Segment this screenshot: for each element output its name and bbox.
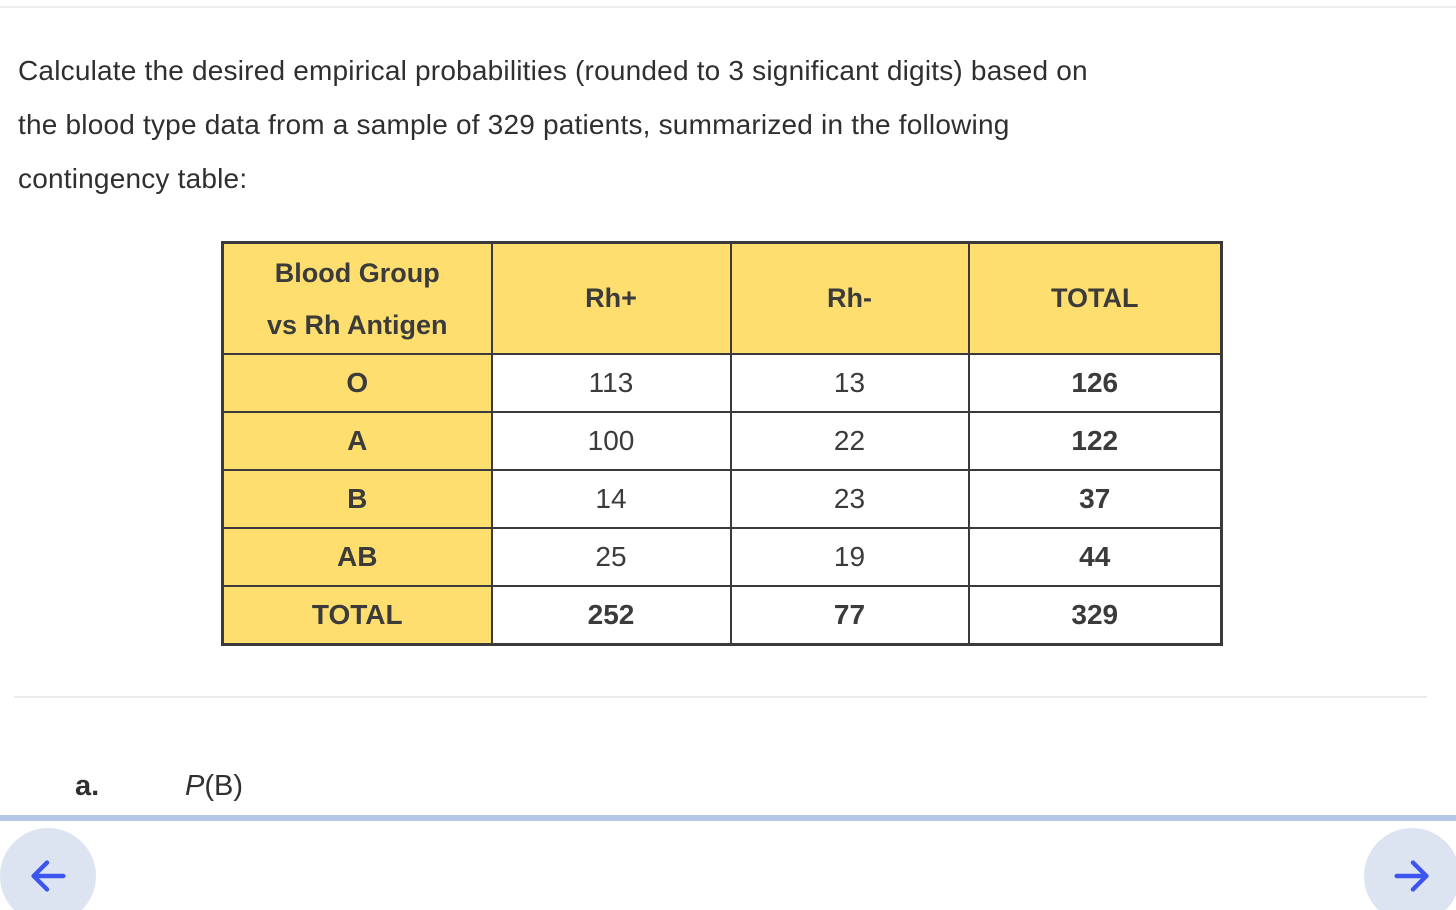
table-cell-total: 77 bbox=[729, 585, 970, 646]
table-cell-total: 126 bbox=[967, 353, 1223, 413]
table-cell: 13 bbox=[729, 353, 970, 413]
intro-line-2: the blood type data from a sample of 329… bbox=[18, 109, 1010, 140]
column-header-total: TOTAL bbox=[967, 241, 1223, 355]
table-cell-total: 252 bbox=[490, 585, 732, 646]
section-divider bbox=[14, 696, 1427, 698]
table-cell: 14 bbox=[490, 469, 732, 529]
question-expression: P(B) bbox=[185, 770, 243, 802]
arrow-left-icon bbox=[25, 853, 71, 899]
row-header: A bbox=[221, 411, 493, 471]
row-header: O bbox=[221, 353, 493, 413]
table-cell-total: 37 bbox=[967, 469, 1223, 529]
table-header-row: Blood Group vs Rh Antigen Rh+ Rh- TOTAL bbox=[221, 241, 1223, 355]
intro-line-3: contingency table: bbox=[18, 163, 248, 194]
contingency-table: Blood Group vs Rh Antigen Rh+ Rh- TOTAL … bbox=[221, 241, 1223, 646]
probability-argument: (B) bbox=[204, 770, 244, 802]
top-divider bbox=[0, 6, 1456, 8]
row-header: B bbox=[221, 469, 493, 529]
table-cell: 23 bbox=[729, 469, 970, 529]
column-header-rh-neg: Rh- bbox=[729, 241, 970, 355]
table-row-total: TOTAL 252 77 329 bbox=[221, 585, 1223, 646]
question-item-a: a. P(B) bbox=[75, 770, 243, 803]
table-row-b: B 14 23 37 bbox=[221, 469, 1223, 529]
row-header: AB bbox=[221, 527, 493, 587]
table-cell-total: 329 bbox=[967, 585, 1223, 646]
table-cell: 100 bbox=[490, 411, 732, 471]
question-label: a. bbox=[75, 770, 100, 802]
corner-header-cell: Blood Group vs Rh Antigen bbox=[221, 241, 493, 355]
question-intro: Calculate the desired empirical probabil… bbox=[18, 44, 1430, 206]
next-button[interactable] bbox=[1364, 828, 1456, 910]
arrow-right-icon bbox=[1389, 853, 1435, 899]
table-cell: 113 bbox=[490, 353, 732, 413]
table-cell: 25 bbox=[490, 527, 732, 587]
table-row-o: O 113 13 126 bbox=[221, 353, 1223, 413]
column-header-rh-pos: Rh+ bbox=[490, 241, 732, 355]
table-cell: 19 bbox=[729, 527, 970, 587]
back-button[interactable] bbox=[0, 828, 96, 910]
table-row-a: A 100 22 122 bbox=[221, 411, 1223, 471]
footer-nav bbox=[0, 815, 1456, 910]
corner-header-line2: vs Rh Antigen bbox=[266, 309, 448, 340]
intro-line-1: Calculate the desired empirical probabil… bbox=[18, 55, 1088, 86]
table-cell-total: 44 bbox=[967, 527, 1223, 587]
table-cell-total: 122 bbox=[967, 411, 1223, 471]
probability-symbol: P bbox=[185, 770, 205, 802]
row-header: TOTAL bbox=[221, 585, 493, 646]
table-cell: 22 bbox=[729, 411, 970, 471]
corner-header-line1: Blood Group bbox=[274, 257, 440, 288]
table-row-ab: AB 25 19 44 bbox=[221, 527, 1223, 587]
